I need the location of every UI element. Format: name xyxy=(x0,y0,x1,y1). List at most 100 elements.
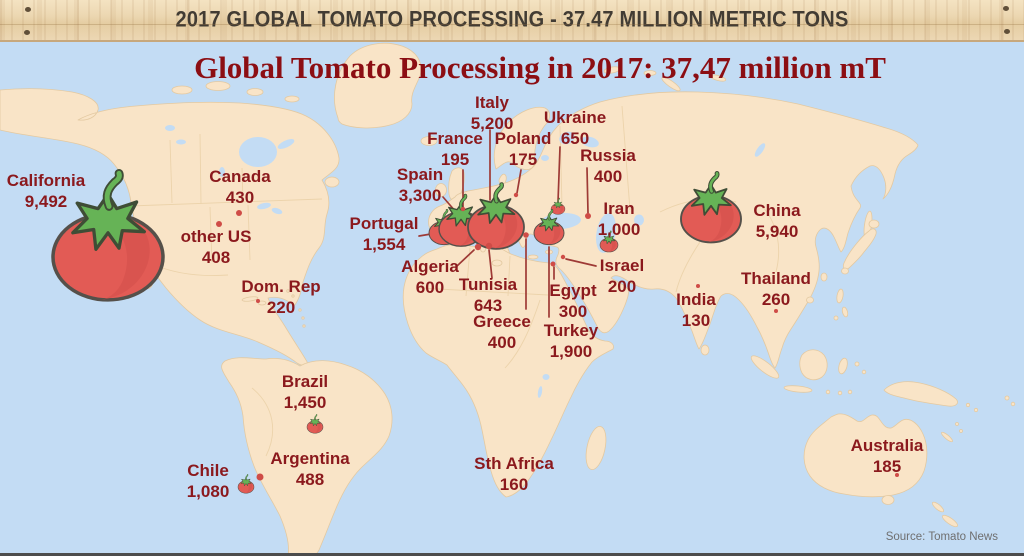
dot-marker-sth-africa xyxy=(531,468,535,472)
country-name: Israel xyxy=(599,256,645,275)
country-value: 3,300 xyxy=(398,186,442,205)
dot-marker-argentina xyxy=(256,473,264,481)
dot-marker-algeria xyxy=(474,243,482,251)
country-value: 430 xyxy=(225,188,255,207)
country-label-australia: Australia 185 xyxy=(851,435,924,477)
country-name: Spain xyxy=(396,165,444,184)
country-name: India xyxy=(676,290,716,309)
country-label-portugal: Portugal 1,554 xyxy=(350,213,419,255)
country-name: China xyxy=(753,201,801,220)
country-label-china: China 5,940 xyxy=(753,200,800,242)
dot-marker-france xyxy=(460,206,466,212)
country-value: 1,000 xyxy=(597,220,641,239)
country-name: Algeria xyxy=(401,257,459,276)
country-name: Tunisia xyxy=(458,275,518,294)
country-label-russia: Russia 400 xyxy=(580,145,636,187)
inland-seas xyxy=(165,125,766,398)
country-name: Russia xyxy=(580,146,636,165)
japan xyxy=(842,228,877,270)
country-value: 175 xyxy=(508,150,538,169)
country-name: Argentina xyxy=(270,449,350,468)
dot-marker-israel xyxy=(560,254,566,260)
country-value: 5,940 xyxy=(755,222,799,241)
dot-marker-greece xyxy=(523,232,529,238)
dot-marker-canada xyxy=(236,210,242,216)
wooden-banner: 2017 GLOBAL TOMATO PROCESSING - 37.47 MI… xyxy=(0,0,1024,42)
country-value: 600 xyxy=(415,278,445,297)
markers-layer xyxy=(53,173,899,494)
south-america xyxy=(221,357,393,556)
source-credit: Source: Tomato News xyxy=(885,531,998,543)
country-name: Brazil xyxy=(281,372,329,391)
country-label-france: France 195 xyxy=(427,128,483,170)
country-name: Ukraine xyxy=(543,108,607,127)
country-value: 400 xyxy=(593,167,623,186)
scandinavia xyxy=(493,106,551,171)
new-guinea xyxy=(883,381,958,407)
country-value: 400 xyxy=(487,333,517,352)
country-label-india: India 130 xyxy=(676,289,716,331)
country-value: 1,450 xyxy=(283,393,327,412)
dot-marker-thailand xyxy=(774,309,778,313)
country-name: Turkey xyxy=(543,321,599,340)
country-value: 195 xyxy=(440,150,470,169)
country-value: 1,080 xyxy=(186,482,230,501)
madagascar xyxy=(585,425,607,471)
country-label-poland: Poland 175 xyxy=(495,128,552,170)
leader-line-algeria xyxy=(456,249,475,267)
country-name: Greece xyxy=(473,312,531,331)
dot-marker-russia xyxy=(585,213,591,219)
dot-marker-other-us xyxy=(216,221,222,227)
country-value: 260 xyxy=(761,290,791,309)
country-label-egypt: Egypt 300 xyxy=(549,280,596,322)
country-value: 643 xyxy=(473,296,503,315)
country-name: other US xyxy=(180,227,252,246)
banner-title: 2017 GLOBAL TOMATO PROCESSING - 37.47 MI… xyxy=(175,7,849,33)
country-value: 408 xyxy=(201,248,231,267)
nail-icon xyxy=(24,30,30,35)
country-label-ukraine: Ukraine 650 xyxy=(544,107,606,149)
country-label-algeria: Algeria 600 xyxy=(401,256,459,298)
country-name: Australia xyxy=(850,436,924,455)
country-value: 220 xyxy=(266,298,296,317)
country-label-greece: Greece 400 xyxy=(473,311,531,353)
country-label-iran: Iran 1,000 xyxy=(598,198,641,240)
country-value: 650 xyxy=(560,129,590,148)
dot-marker-tunisia xyxy=(485,242,493,250)
nail-icon xyxy=(1004,29,1010,34)
country-label-sth-africa: Sth Africa 160 xyxy=(474,453,554,495)
country-name: Iran xyxy=(603,199,635,218)
country-label-dom-rep: Dom. Rep 220 xyxy=(241,276,320,318)
continents xyxy=(0,42,1016,556)
country-name: Chile xyxy=(187,461,229,480)
country-label-brazil: Brazil 1,450 xyxy=(282,371,328,413)
leader-line-israel xyxy=(565,258,597,267)
country-value: 185 xyxy=(872,457,902,476)
country-value: 160 xyxy=(499,475,529,494)
leader-line-poland xyxy=(516,169,522,194)
country-label-tunisia: Tunisia 643 xyxy=(459,274,517,316)
bottom-frame-edge xyxy=(0,553,1024,556)
dot-marker-poland xyxy=(513,192,519,198)
dot-marker-egypt xyxy=(550,261,556,267)
leader-line-russia xyxy=(586,167,589,214)
country-name: California xyxy=(6,171,86,190)
dot-marker-india xyxy=(696,284,700,288)
country-value: 130 xyxy=(681,311,711,330)
country-label-thailand: Thailand 260 xyxy=(741,268,811,310)
leader-line-ukraine xyxy=(557,146,561,203)
country-label-israel: Israel 200 xyxy=(600,255,644,297)
country-name: Portugal xyxy=(349,214,419,233)
greenland xyxy=(334,42,422,129)
country-name: Egypt xyxy=(549,281,597,300)
dot-marker-dom-rep xyxy=(256,299,260,303)
country-label-turkey: Turkey 1,900 xyxy=(544,320,599,362)
country-name: France xyxy=(427,129,483,148)
hudson-bay xyxy=(239,137,277,167)
country-value: 488 xyxy=(295,470,325,489)
country-value: 200 xyxy=(607,277,637,296)
country-name: Sth Africa xyxy=(474,454,554,473)
nail-icon xyxy=(25,7,31,12)
country-name: Thailand xyxy=(741,269,811,288)
